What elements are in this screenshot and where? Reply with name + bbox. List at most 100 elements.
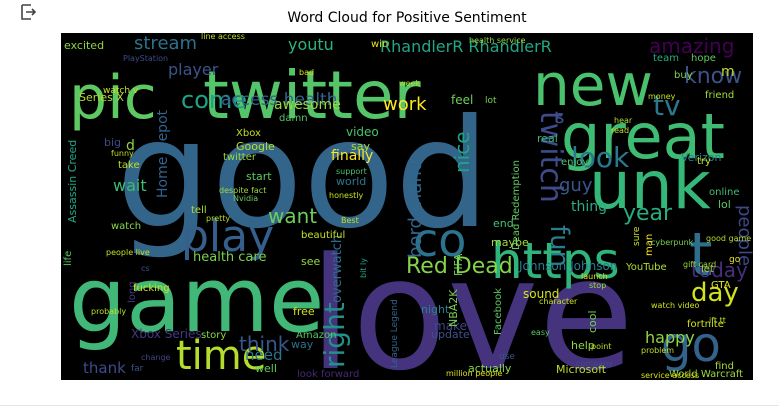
word-friend: friend bbox=[705, 90, 734, 101]
word-read: read bbox=[611, 126, 629, 135]
word-pic: pic bbox=[69, 63, 157, 133]
word-right: right bbox=[318, 302, 351, 368]
word-know: know bbox=[684, 64, 742, 89]
word-red-dead: Red Dead bbox=[406, 254, 513, 279]
word-amazon: Amazon bbox=[296, 330, 336, 341]
word-league-legend: League Legend bbox=[390, 299, 400, 368]
word-unk: unk bbox=[589, 147, 712, 224]
word-update: update bbox=[431, 328, 470, 341]
word-million-people: million people bbox=[446, 369, 502, 378]
word-world: world bbox=[336, 175, 366, 188]
word-hope: hope bbox=[691, 53, 716, 64]
word-long: long bbox=[127, 281, 138, 303]
word-day: day bbox=[691, 278, 739, 308]
word-money: money bbox=[648, 92, 676, 101]
word-finally: finally bbox=[331, 148, 373, 164]
word-bad: bad bbox=[299, 68, 314, 77]
word-series-x: Series X bbox=[79, 91, 124, 104]
word-cool: cool bbox=[586, 310, 599, 333]
word-company: company bbox=[576, 359, 613, 368]
word-lol: lol bbox=[718, 198, 731, 211]
word-change: change bbox=[141, 353, 171, 362]
word-overwatch: overwatch bbox=[330, 235, 345, 303]
word-good-game: good game bbox=[706, 234, 751, 243]
word-microsoft: Microsoft bbox=[556, 363, 607, 376]
output-export-icon[interactable] bbox=[19, 3, 37, 21]
word-let: let bbox=[701, 264, 714, 275]
word-today: today bbox=[691, 258, 748, 282]
word-end: end bbox=[493, 217, 514, 230]
word-health-care: health care bbox=[193, 250, 266, 265]
word-people-live: people live bbox=[106, 248, 150, 257]
word-watch-v: watch v bbox=[103, 86, 139, 96]
word-wait: wait bbox=[113, 176, 147, 195]
word-enjoy: enjoy bbox=[561, 157, 588, 168]
word-video: video bbox=[346, 125, 379, 139]
word-bit-ly: bit ly bbox=[359, 258, 368, 278]
word-co: co bbox=[413, 213, 466, 267]
word-assassin-creed: Assassin Creed bbox=[66, 140, 79, 223]
word-cs: cs bbox=[141, 264, 150, 273]
word-sound: sound bbox=[523, 287, 559, 301]
word-actually: actually bbox=[468, 362, 512, 375]
word-feel: feel bbox=[451, 93, 473, 107]
word-play: play bbox=[181, 211, 274, 262]
word-twitter: twitter bbox=[203, 57, 422, 134]
word-watch: watch bbox=[111, 221, 141, 232]
word-online: online bbox=[709, 187, 740, 198]
word-think: think bbox=[239, 332, 290, 356]
word-game: game bbox=[69, 248, 324, 353]
word-ift-tt: ift tt bbox=[709, 316, 726, 325]
word-pretty: pretty bbox=[206, 214, 230, 223]
word-nba2k: NBA2K bbox=[447, 289, 460, 327]
word-twitter: twitter bbox=[223, 152, 257, 163]
word-start: start bbox=[246, 170, 272, 183]
word-well: well bbox=[255, 362, 277, 375]
word-youtube: YouTube bbox=[625, 262, 667, 273]
word-health-service: health service bbox=[469, 36, 526, 45]
word-despite-fact: despite fact bbox=[219, 186, 266, 195]
word-borderland: borderland bbox=[405, 160, 426, 258]
word-thing: thing bbox=[571, 199, 607, 215]
word-stream: stream bbox=[134, 33, 197, 54]
word-far: far bbox=[131, 364, 144, 374]
word-week: week bbox=[399, 79, 420, 88]
word-night: night bbox=[421, 303, 450, 316]
word-johnson-johnson: Johnson Johnson bbox=[518, 259, 617, 273]
word-line-access: line access bbox=[201, 33, 245, 41]
word-verizon: Verizon bbox=[681, 151, 722, 164]
word-free: free bbox=[293, 305, 315, 318]
word-buy: buy bbox=[674, 70, 693, 81]
word-facebook: Facebook bbox=[493, 288, 504, 335]
word-watch-video: watch video bbox=[651, 301, 700, 310]
word-hear: hear bbox=[614, 116, 633, 125]
word-help: help bbox=[571, 339, 595, 352]
word-maybe: maybe bbox=[491, 236, 529, 249]
word-people: people bbox=[734, 205, 753, 266]
word-cyberpunk: cyberpunk bbox=[651, 238, 694, 247]
word-rhandlerr-rhandlerr: RhandlerR RhandlerR bbox=[380, 37, 552, 56]
word-take: take bbox=[118, 160, 140, 171]
word-character: character bbox=[539, 297, 578, 306]
word-tell: tell bbox=[191, 205, 207, 216]
word-honestly: honestly bbox=[329, 191, 363, 200]
word-fucking: fucking bbox=[133, 283, 170, 294]
word-probably: probably bbox=[91, 307, 126, 316]
word-playstation: PlayStation bbox=[123, 54, 168, 63]
word-gift-card: gift card bbox=[683, 260, 716, 269]
word-player: player bbox=[168, 60, 219, 79]
word-amazing: amazing bbox=[649, 34, 734, 58]
word-twitch: twitch bbox=[533, 111, 568, 203]
word-launch: launch bbox=[581, 272, 608, 281]
word-best: Best bbox=[341, 216, 359, 225]
word-xbox-series: Xbox Series bbox=[131, 327, 202, 341]
word-tv: tv bbox=[653, 89, 681, 122]
word-dead-redemption: Dead Redemption bbox=[511, 160, 522, 250]
word-look: look bbox=[571, 141, 630, 174]
word-nvidia: Nvidia bbox=[233, 194, 258, 203]
word-need: need bbox=[245, 346, 283, 364]
word-fortnite: fortnite bbox=[687, 319, 724, 330]
word-happy: happy bbox=[645, 328, 695, 347]
word-sure: sure bbox=[632, 226, 642, 246]
